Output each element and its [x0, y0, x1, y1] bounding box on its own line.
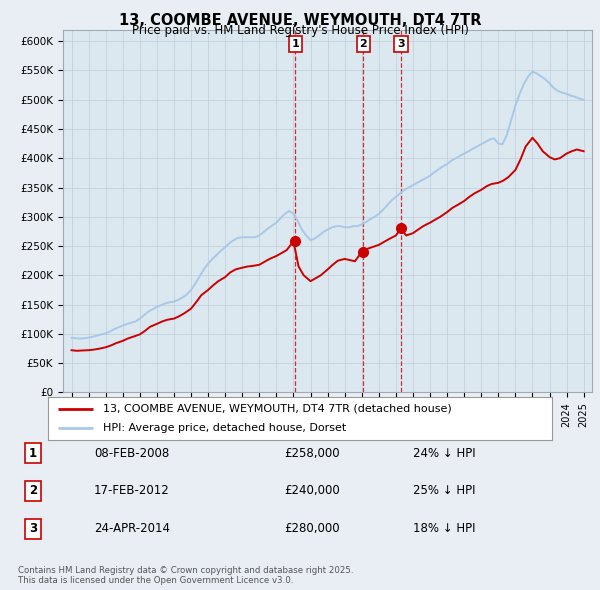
Text: £240,000: £240,000 — [284, 484, 340, 497]
Text: 1: 1 — [29, 447, 37, 460]
Text: 13, COOMBE AVENUE, WEYMOUTH, DT4 7TR (detached house): 13, COOMBE AVENUE, WEYMOUTH, DT4 7TR (de… — [103, 404, 452, 414]
Text: 08-FEB-2008: 08-FEB-2008 — [94, 447, 170, 460]
Text: 17-FEB-2012: 17-FEB-2012 — [94, 484, 170, 497]
Text: This data is licensed under the Open Government Licence v3.0.: This data is licensed under the Open Gov… — [18, 576, 293, 585]
Text: 24% ↓ HPI: 24% ↓ HPI — [413, 447, 475, 460]
Text: £258,000: £258,000 — [284, 447, 340, 460]
Text: 24-APR-2014: 24-APR-2014 — [94, 522, 170, 535]
Text: 25% ↓ HPI: 25% ↓ HPI — [413, 484, 475, 497]
Text: 1: 1 — [291, 39, 299, 49]
Text: 13, COOMBE AVENUE, WEYMOUTH, DT4 7TR: 13, COOMBE AVENUE, WEYMOUTH, DT4 7TR — [119, 13, 481, 28]
Text: 18% ↓ HPI: 18% ↓ HPI — [413, 522, 475, 535]
Text: Price paid vs. HM Land Registry's House Price Index (HPI): Price paid vs. HM Land Registry's House … — [131, 24, 469, 37]
Text: 2: 2 — [29, 484, 37, 497]
Text: £280,000: £280,000 — [284, 522, 340, 535]
Text: 2: 2 — [359, 39, 367, 49]
Text: Contains HM Land Registry data © Crown copyright and database right 2025.: Contains HM Land Registry data © Crown c… — [18, 566, 353, 575]
Text: 3: 3 — [397, 39, 405, 49]
Text: HPI: Average price, detached house, Dorset: HPI: Average price, detached house, Dors… — [103, 422, 347, 432]
Text: 3: 3 — [29, 522, 37, 535]
